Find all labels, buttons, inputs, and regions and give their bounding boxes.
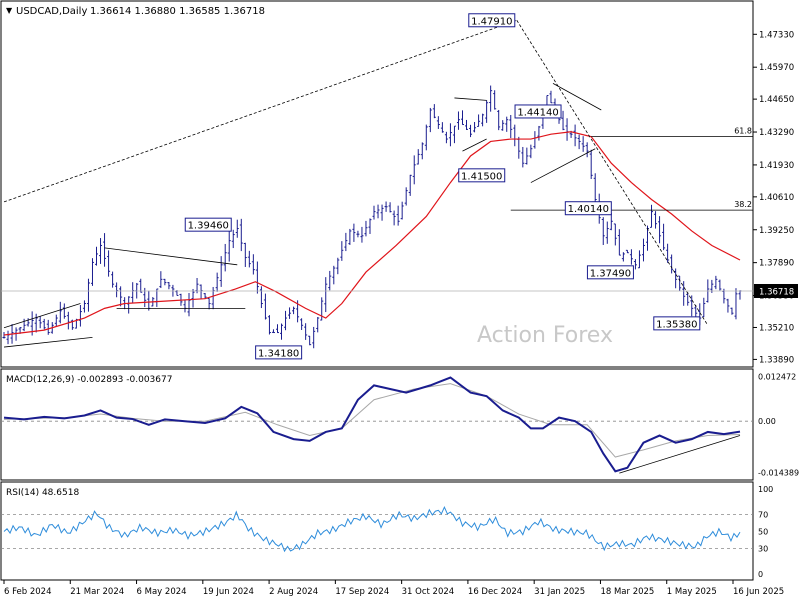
trendline-dashed-major bbox=[3, 19, 517, 203]
price-annotation-box bbox=[255, 345, 303, 360]
macd-tick-label: -0.014389 bbox=[758, 469, 799, 478]
channel-upper-line bbox=[3, 303, 81, 329]
macd-trendline bbox=[619, 435, 741, 474]
watermark: Action Forex bbox=[477, 323, 613, 348]
macd-line bbox=[3, 376, 741, 473]
fib-level-label: 38.2 bbox=[734, 200, 752, 209]
price-annotation-box bbox=[564, 201, 612, 216]
price-annotation-box bbox=[586, 265, 634, 280]
header-menu-icon[interactable]: ▼ bbox=[6, 6, 13, 15]
x-tick-label: 19 Jun 2024 bbox=[203, 587, 254, 597]
x-tick-label: 2 Aug 2024 bbox=[269, 587, 318, 597]
price-annotation-box bbox=[468, 13, 516, 28]
price-annotation-label: 1.47910 bbox=[471, 16, 512, 27]
price-annotation-box bbox=[653, 316, 701, 331]
price-layer: 61.8 38.2 1.47910 1.44140 1.41500 1.40140 1.39… bbox=[1, 13, 753, 360]
wedge-upper-line bbox=[552, 83, 602, 111]
x-tick-label: 1 May 2025 bbox=[667, 587, 717, 597]
macd-signal-line bbox=[3, 383, 741, 458]
last-price-label: 1.36718 bbox=[759, 287, 794, 297]
rsi-tick-label: 100 bbox=[758, 485, 773, 494]
price-annotation-label: 1.40140 bbox=[568, 204, 609, 215]
price-annotation-label: 1.44140 bbox=[517, 107, 558, 118]
y-tick-label: 1.45970 bbox=[759, 63, 794, 73]
price-annotation-label: 1.39460 bbox=[188, 221, 229, 232]
trendline-dashed-down bbox=[516, 20, 709, 326]
x-tick-label: 17 Sep 2024 bbox=[335, 587, 389, 597]
macd-panel-border bbox=[0, 368, 754, 481]
y-tick-label: 1.47330 bbox=[759, 30, 794, 40]
macd-tick-label: 0.012472 bbox=[758, 373, 796, 382]
x-tick-label: 16 Dec 2024 bbox=[468, 587, 522, 597]
price-annotation-label: 1.37490 bbox=[590, 268, 631, 279]
rsi-tick-label: 30 bbox=[758, 545, 768, 554]
y-tick-label: 1.33890 bbox=[759, 355, 794, 365]
flag-upper-line bbox=[454, 97, 487, 101]
macd-title: MACD(12,26,9) -0.002893 -0.003677 bbox=[6, 375, 172, 385]
price-annotation-box bbox=[184, 217, 232, 232]
flag-lower-line bbox=[462, 138, 487, 152]
last-price-badge bbox=[754, 283, 798, 298]
y-tick-label: 1.39250 bbox=[759, 226, 794, 236]
moving-average-line bbox=[3, 131, 741, 336]
y-tick-label: 1.40610 bbox=[759, 193, 794, 203]
rsi-line bbox=[3, 505, 741, 553]
triangle-upper-line bbox=[104, 247, 238, 266]
symbol-label: USDCAD,Daily bbox=[16, 6, 87, 17]
rsi-panel-border bbox=[0, 481, 754, 581]
price-annotation-box bbox=[514, 104, 562, 119]
price-panel-border bbox=[0, 0, 754, 368]
x-tick-label: 31 Oct 2024 bbox=[402, 587, 455, 597]
price-annotation-box bbox=[458, 168, 506, 183]
x-tick-label: 21 Mar 2024 bbox=[70, 587, 124, 597]
ohlc-values: 1.36614 1.36880 1.36585 1.36718 bbox=[90, 6, 265, 17]
y-tick-label: 1.37890 bbox=[759, 259, 794, 269]
y-tick-label: 1.43290 bbox=[759, 128, 794, 138]
macd-layer bbox=[1, 376, 753, 474]
y-tick-label: 1.41930 bbox=[759, 161, 794, 171]
rsi-tick-label: 70 bbox=[758, 511, 768, 520]
price-annotation-label: 1.35380 bbox=[656, 319, 697, 330]
rsi-tick-label: 0 bbox=[758, 570, 763, 579]
x-tick-label: 16 Jun 2025 bbox=[733, 587, 784, 597]
macd-tick-label: 0.00 bbox=[758, 417, 776, 426]
rsi-tick-label: 50 bbox=[758, 528, 768, 537]
x-tick-label: 31 Jan 2025 bbox=[534, 587, 585, 597]
fib-level-label: 61.8 bbox=[734, 127, 752, 136]
rsi-title: RSI(14) 48.6518 bbox=[6, 488, 79, 498]
channel-lower-line bbox=[3, 336, 93, 348]
x-tick-label: 6 Feb 2024 bbox=[4, 587, 52, 597]
x-tick-label: 6 May 2024 bbox=[137, 587, 187, 597]
rsi-layer bbox=[1, 505, 753, 553]
price-annotation-label: 1.34180 bbox=[258, 348, 299, 359]
axis-layer: 1.47330 1.45970 1.44650 1.43290 1.41930 1.406… bbox=[3, 30, 799, 597]
x-tick-label: 18 Mar 2025 bbox=[600, 587, 654, 597]
y-tick-label: 1.35210 bbox=[759, 323, 794, 333]
price-annotation-label: 1.41500 bbox=[461, 171, 502, 182]
y-tick-label: 1.44650 bbox=[759, 95, 794, 105]
wedge-lower-line bbox=[530, 148, 596, 183]
